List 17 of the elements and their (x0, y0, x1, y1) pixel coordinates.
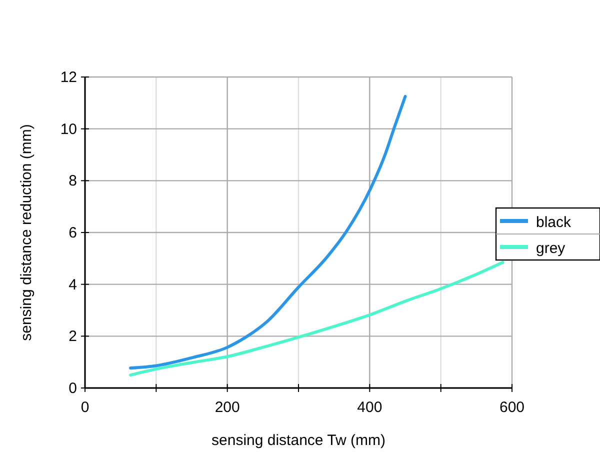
y-tick-label: 10 (60, 120, 77, 138)
y-tick-label: 0 (68, 380, 77, 397)
line-series (129, 94, 407, 370)
line-series (129, 260, 504, 377)
y-tick-label: 4 (68, 276, 77, 294)
y-tick-label: 8 (68, 172, 77, 190)
y-tick-label: 2 (68, 328, 77, 346)
x-axis-title: sensing distance Tw (mm) (212, 432, 386, 449)
x-tick-label: 400 (357, 399, 382, 416)
y-axis-title: sensing distance reduction (mm) (18, 124, 35, 341)
x-tick-label: 0 (80, 399, 90, 416)
y-tick-label: 6 (68, 224, 77, 242)
legend-label: grey (536, 240, 566, 257)
x-tick-label: 600 (499, 399, 525, 416)
y-tick-label: 12 (60, 69, 77, 86)
x-tick-label: 200 (214, 399, 240, 416)
legend-label: black (536, 214, 572, 231)
